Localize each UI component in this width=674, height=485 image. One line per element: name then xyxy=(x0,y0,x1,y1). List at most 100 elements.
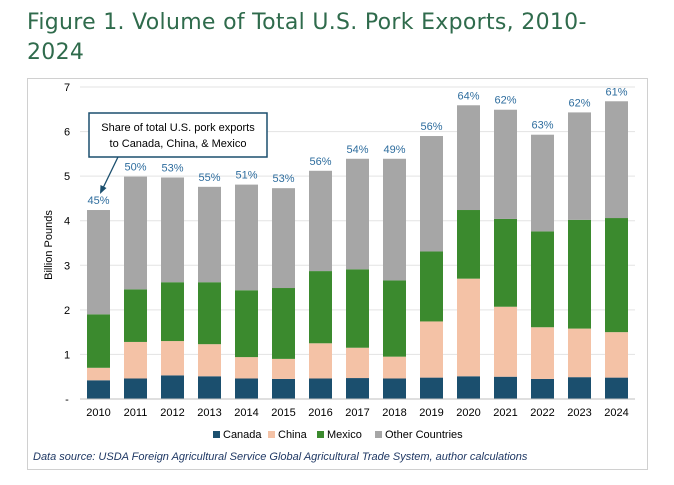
bar-other-countries-2021 xyxy=(494,109,517,219)
bar-canada-2014 xyxy=(235,378,258,399)
bar-china-2017 xyxy=(346,347,369,379)
share-label-2022: 63% xyxy=(531,120,553,132)
x-tick-label: 2024 xyxy=(604,407,628,419)
bar-mexico-2015 xyxy=(272,288,295,359)
x-tick-label: 2017 xyxy=(345,407,369,419)
bar-other-countries-2024 xyxy=(605,101,628,219)
legend-label: Canada xyxy=(223,429,262,441)
bar-china-2011 xyxy=(124,341,147,379)
bar-canada-2023 xyxy=(568,377,591,399)
share-label-2011: 50% xyxy=(124,162,146,174)
bars xyxy=(87,101,628,399)
share-label-2019: 56% xyxy=(420,121,442,133)
y-axis-ticks: - 1 2 3 4 5 6 7 xyxy=(64,82,70,406)
bar-other-countries-2022 xyxy=(531,134,554,232)
y-tick-label: 1 xyxy=(64,349,70,361)
share-label-2012: 53% xyxy=(161,162,183,174)
bar-other-countries-2019 xyxy=(420,136,443,252)
bar-canada-2013 xyxy=(198,376,221,399)
x-tick-label: 2010 xyxy=(86,407,110,419)
bar-canada-2024 xyxy=(605,377,628,399)
bar-mexico-2016 xyxy=(309,271,332,344)
x-tick-label: 2018 xyxy=(382,407,406,419)
share-label-2016: 56% xyxy=(309,156,331,168)
bar-canada-2022 xyxy=(531,378,554,399)
share-label-2014: 51% xyxy=(235,170,257,182)
bar-china-2012 xyxy=(161,341,184,376)
annotation-line2: to Canada, China, & Mexico xyxy=(110,138,247,150)
share-label-2017: 54% xyxy=(346,144,368,156)
legend-label: China xyxy=(278,429,308,441)
figure-title-line2: 2024 xyxy=(27,40,85,65)
figure-title-line1: Figure 1. Volume of Total U.S. Pork Expo… xyxy=(27,10,587,35)
bar-mexico-2013 xyxy=(198,282,221,345)
bar-china-2010 xyxy=(87,367,110,381)
bar-other-countries-2010 xyxy=(87,210,110,315)
bar-china-2018 xyxy=(383,356,406,379)
bar-other-countries-2011 xyxy=(124,176,147,290)
bar-mexico-2017 xyxy=(346,269,369,348)
x-tick-label: 2022 xyxy=(530,407,554,419)
bar-canada-2019 xyxy=(420,377,443,399)
bar-other-countries-2015 xyxy=(272,188,295,289)
bar-other-countries-2013 xyxy=(198,186,221,283)
legend-swatch xyxy=(375,431,382,438)
bar-other-countries-2012 xyxy=(161,177,184,283)
bar-other-countries-2023 xyxy=(568,112,591,220)
bar-china-2024 xyxy=(605,332,628,378)
figure-title: Figure 1. Volume of Total U.S. Pork Expo… xyxy=(27,8,627,68)
bar-china-2020 xyxy=(457,278,480,377)
x-tick-label: 2014 xyxy=(234,407,258,419)
bar-china-2022 xyxy=(531,327,554,379)
bar-china-2013 xyxy=(198,344,221,377)
bar-china-2015 xyxy=(272,358,295,379)
legend-label: Mexico xyxy=(327,429,362,441)
data-source-note: Data source: USDA Foreign Agricultural S… xyxy=(33,451,528,463)
annotation-arrow xyxy=(102,156,119,189)
share-label-2021: 62% xyxy=(494,95,516,107)
x-tick-label: 2016 xyxy=(308,407,332,419)
x-tick-label: 2011 xyxy=(124,407,148,419)
share-label-2023: 62% xyxy=(568,97,590,109)
bar-canada-2012 xyxy=(161,375,184,399)
x-tick-label: 2023 xyxy=(567,407,591,419)
x-tick-label: 2012 xyxy=(160,407,184,419)
legend-swatch xyxy=(268,431,275,438)
y-tick-label: 5 xyxy=(64,171,70,183)
bar-other-countries-2020 xyxy=(457,105,480,211)
x-tick-label: 2019 xyxy=(419,407,443,419)
share-label-2015: 53% xyxy=(272,173,294,185)
bar-china-2014 xyxy=(235,357,258,379)
bar-other-countries-2018 xyxy=(383,158,406,281)
bar-canada-2017 xyxy=(346,378,369,399)
legend-item-mexico: Mexico xyxy=(317,429,362,441)
legend: Canada China Mexico Other Countries xyxy=(213,429,463,441)
share-labels: 45% 50% 53% 55% 51% 53% 56% 54% 49% 56% 64% 62% 63% 6… xyxy=(87,86,627,207)
bar-mexico-2010 xyxy=(87,314,110,368)
share-label-2024: 61% xyxy=(605,86,627,98)
y-tick-label: 4 xyxy=(64,216,70,228)
x-tick-label: 2021 xyxy=(493,407,517,419)
annotation-line1: Share of total U.S. pork exports xyxy=(101,122,255,134)
bar-canada-2020 xyxy=(457,376,480,399)
bar-canada-2015 xyxy=(272,378,295,399)
legend-swatch xyxy=(317,431,324,438)
bar-mexico-2024 xyxy=(605,218,628,333)
legend-item-china: China xyxy=(268,429,308,441)
bar-mexico-2022 xyxy=(531,231,554,328)
x-tick-label: 2015 xyxy=(271,407,295,419)
annotation-arrowhead xyxy=(100,185,107,194)
bar-other-countries-2014 xyxy=(235,184,258,291)
share-label-2020: 64% xyxy=(457,90,479,102)
y-tick-label: - xyxy=(65,394,69,406)
legend-swatch xyxy=(213,431,220,438)
legend-item-other-countries: Other Countries xyxy=(375,429,463,441)
legend-item-canada: Canada xyxy=(213,429,262,441)
share-label-2010: 45% xyxy=(87,195,109,207)
bar-mexico-2023 xyxy=(568,219,591,329)
annotation: Share of total U.S. pork exports to Cana… xyxy=(88,112,268,194)
bar-canada-2016 xyxy=(309,378,332,399)
bar-china-2019 xyxy=(420,321,443,378)
bar-canada-2018 xyxy=(383,378,406,399)
